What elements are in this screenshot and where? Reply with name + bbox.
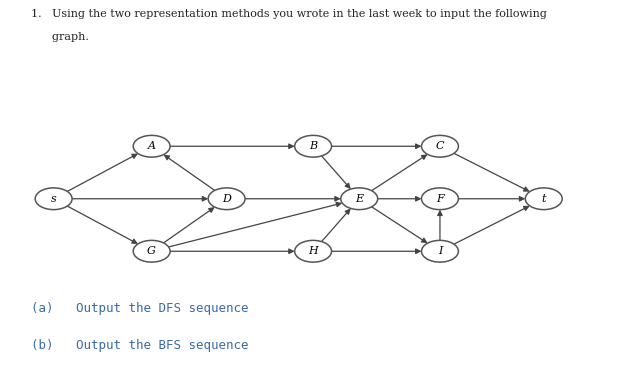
Ellipse shape — [133, 240, 170, 262]
Ellipse shape — [35, 188, 72, 210]
FancyArrowPatch shape — [322, 210, 350, 242]
FancyArrowPatch shape — [454, 207, 528, 244]
Text: D: D — [222, 194, 231, 204]
FancyArrowPatch shape — [165, 155, 215, 190]
Text: 1.   Using the two representation methods you wrote in the last week to input th: 1. Using the two representation methods … — [31, 9, 547, 20]
Text: B: B — [309, 141, 317, 151]
FancyArrowPatch shape — [68, 206, 137, 243]
Text: t: t — [541, 194, 546, 204]
FancyArrowPatch shape — [454, 153, 528, 191]
Text: (a)   Output the DFS sequence: (a) Output the DFS sequence — [31, 302, 249, 315]
FancyArrowPatch shape — [458, 196, 524, 201]
FancyArrowPatch shape — [164, 208, 213, 243]
Text: I: I — [438, 246, 442, 256]
Text: H: H — [308, 246, 318, 256]
FancyArrowPatch shape — [72, 196, 206, 201]
FancyArrowPatch shape — [170, 249, 293, 254]
FancyArrowPatch shape — [332, 144, 420, 148]
FancyArrowPatch shape — [332, 249, 420, 254]
FancyArrowPatch shape — [322, 156, 350, 188]
FancyArrowPatch shape — [378, 196, 420, 201]
FancyArrowPatch shape — [170, 144, 293, 148]
Text: E: E — [355, 194, 363, 204]
Ellipse shape — [422, 240, 458, 262]
Ellipse shape — [341, 188, 378, 210]
Ellipse shape — [294, 135, 332, 157]
Text: C: C — [436, 141, 444, 151]
Text: s: s — [51, 194, 56, 204]
Ellipse shape — [422, 135, 458, 157]
FancyArrowPatch shape — [371, 207, 427, 242]
Ellipse shape — [525, 188, 562, 210]
FancyArrowPatch shape — [68, 154, 137, 191]
FancyArrowPatch shape — [371, 155, 427, 191]
FancyArrowPatch shape — [245, 196, 339, 201]
Ellipse shape — [422, 188, 458, 210]
Text: (b)   Output the BFS sequence: (b) Output the BFS sequence — [31, 339, 249, 352]
FancyArrowPatch shape — [438, 211, 442, 240]
Ellipse shape — [294, 240, 332, 262]
FancyArrowPatch shape — [169, 202, 341, 247]
Text: A: A — [148, 141, 156, 151]
Ellipse shape — [208, 188, 245, 210]
Text: F: F — [436, 194, 444, 204]
Text: graph.: graph. — [31, 32, 89, 42]
Text: G: G — [147, 246, 156, 256]
Ellipse shape — [133, 135, 170, 157]
